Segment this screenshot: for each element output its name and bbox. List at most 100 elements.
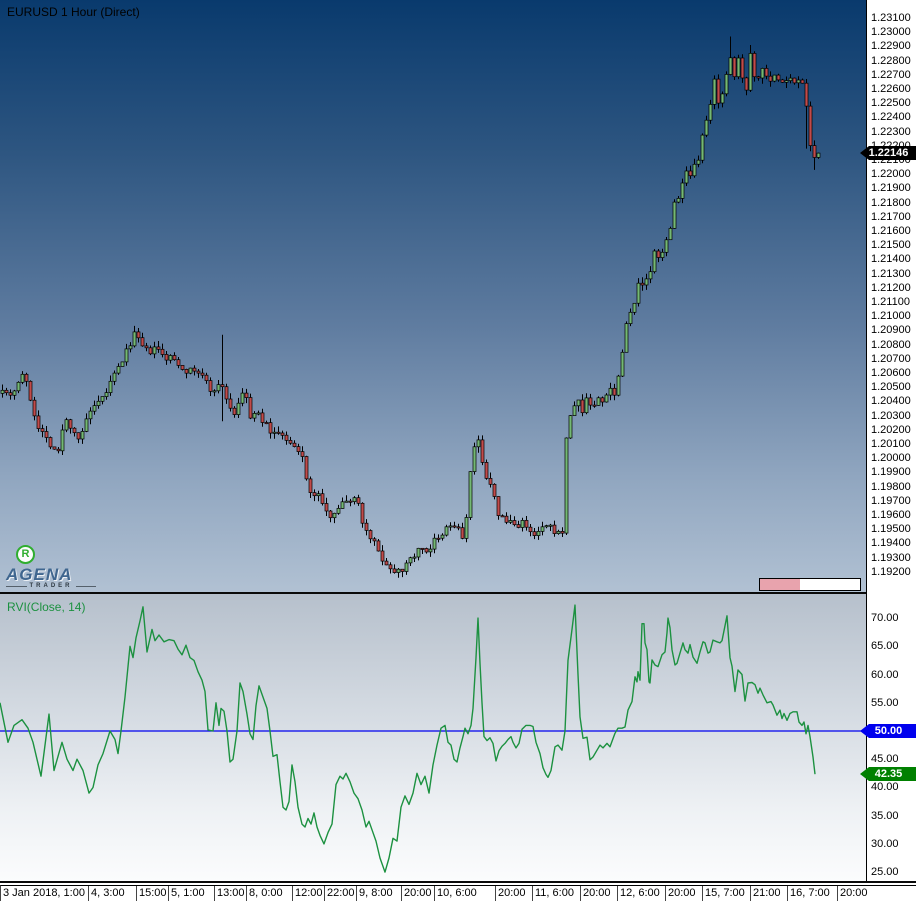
candle-down [496,496,501,516]
candle-up [84,418,89,432]
price-tick-label: 1.19700 [871,495,911,507]
candle-down [300,451,305,457]
logo-brand-text: AGENA [6,565,73,584]
candle-up [120,361,125,367]
candle-up [628,311,633,324]
candle-down [232,407,237,415]
candle-down [320,493,325,504]
candle-up [340,501,345,509]
candle-up [128,345,133,350]
candle-up [576,399,581,407]
rvi-plot[interactable] [0,594,866,881]
candle-up [724,74,729,95]
panel-separator[interactable] [0,592,916,594]
candle-down [136,331,141,339]
candle-down [512,520,517,526]
candle-down [4,389,9,394]
candle-up [96,400,101,406]
candle-up [520,520,525,528]
candle-down [140,337,145,347]
candle-up [672,201,677,229]
candle-down [400,568,405,572]
candle-down [800,79,805,84]
candle-down [688,170,693,177]
rvi-indicator-panel[interactable]: RVI(Close, 14) [0,594,866,881]
rvi-midline-tag: 50.00 [860,724,916,738]
rvi-tick-label: 35.00 [871,810,899,822]
candle-down [260,412,265,423]
candle-up [464,517,469,539]
candle-up [0,389,5,394]
candle-up [624,323,629,353]
candle-up [80,431,85,440]
candle-down [456,526,461,529]
candle-up [64,419,69,431]
time-tick-label: 21:00 [751,886,788,901]
candle-down [420,547,425,550]
candle-down [148,347,153,355]
candle-down [580,399,585,414]
candle-down [224,386,229,400]
candle-up [796,79,801,84]
candle-down [356,497,361,504]
candle-up [448,525,453,528]
candle-up [616,375,621,396]
rvi-tick-label: 45.00 [871,753,899,765]
candle-down [276,431,281,434]
candle-up [620,351,625,377]
candle-down [328,510,333,519]
price-tick-label: 1.22300 [871,126,911,138]
candle-up [736,57,741,78]
candle-up [168,355,173,361]
candle-up [648,271,653,280]
time-tick-label: 3 Jan 2018, 1:00 [1,886,89,901]
candle-up [316,493,321,497]
candle-up [596,397,601,406]
price-tick-label: 1.19900 [871,466,911,478]
candle-down [52,446,57,450]
candle-down [24,373,29,382]
candle-down [228,398,233,409]
candle-up [132,331,137,347]
loading-progress-fill [760,579,800,590]
candlestick-plot[interactable] [0,0,866,592]
candle-up [104,392,109,397]
logo-subtitle-text: TRADER [29,583,73,589]
price-tick-label: 1.22800 [871,55,911,67]
candle-down [484,462,489,479]
candle-up [704,119,709,136]
candle-down [460,527,465,539]
candle-down [740,57,745,79]
time-tick-label: 15, 7:00 [703,886,751,901]
candle-down [640,282,645,286]
time-tick-label: 22:00 [325,886,357,901]
candle-down [160,348,165,355]
price-tick-label: 1.19200 [871,566,911,578]
value-axis[interactable]: 1.22146 50.00 42.35 1.23100 1.23000 1.2290… [860,0,916,881]
agenatrader-logo: R AGENA TRADER [6,545,96,589]
candle-up [680,182,685,199]
candle-up [692,163,697,177]
candle-down [248,397,253,419]
candle-down [72,427,77,434]
loading-progress-bar[interactable] [759,578,861,591]
candle-down [284,434,289,441]
candle-up [216,384,221,392]
candle-down [172,355,177,361]
rvi-tick-label: 65.00 [871,640,899,652]
time-axis[interactable]: 3 Jan 2018, 1:00 4, 3:00 15:00 5, 1:00 13:00… [0,885,916,901]
panel-separator[interactable] [0,881,916,883]
candle-down [196,370,201,374]
candle-down [392,568,397,573]
candle-up [432,537,437,550]
candle-down [480,439,485,463]
candle-up [572,405,577,416]
candle-up [708,104,713,121]
candle-down [268,422,273,434]
candle-up [16,381,21,392]
price-tick-label: 1.20400 [871,395,911,407]
price-chart-panel[interactable]: EURUSD 1 Hour (Direct) R AGENA TRADER [0,0,866,592]
price-tick-label: 1.19400 [871,537,911,549]
candle-down [144,345,149,349]
